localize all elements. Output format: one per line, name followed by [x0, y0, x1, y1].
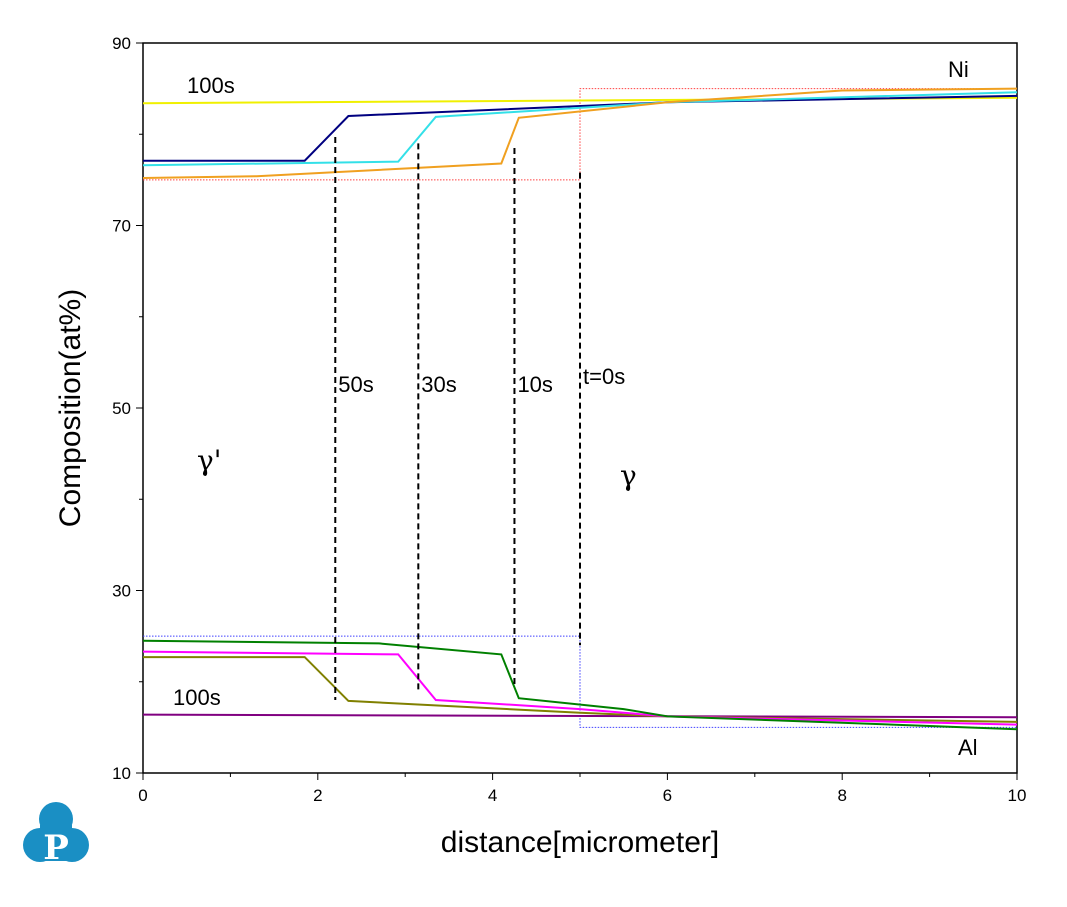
label-ni-100s: 100s [187, 73, 235, 98]
interface-label: t=0s [583, 364, 625, 389]
y-axis-label: Composition(at%) [54, 289, 87, 527]
y-tick-label: 70 [112, 217, 131, 236]
label-al: Al [958, 735, 978, 760]
series-line-al-100s [142, 713, 1018, 719]
x-tick-label: 8 [837, 786, 846, 805]
label-gamma-prime: γ' [197, 444, 221, 477]
x-tick-label: 10 [1008, 786, 1027, 805]
x-tick-label: 6 [663, 786, 672, 805]
interface-label: 10s [517, 372, 552, 397]
y-tick-label: 10 [112, 764, 131, 783]
interface-label: 50s [338, 372, 373, 397]
label-al-100s: 100s [173, 685, 221, 710]
y-tick-label: 30 [112, 582, 131, 601]
x-tick-label: 4 [488, 786, 497, 805]
x-axis-label: distance[micrometer] [441, 826, 719, 859]
y-tick-label: 50 [112, 399, 131, 418]
y-tick-label: 90 [112, 34, 131, 53]
series-line-ni-30s [142, 91, 1018, 167]
series-line-ni-50s [143, 94, 1018, 162]
series-line-ni-10s [142, 87, 1018, 179]
label-gamma: γ [620, 459, 637, 492]
x-tick-label: 2 [313, 786, 322, 805]
x-tick-label: 0 [138, 786, 147, 805]
logo: P [23, 802, 89, 868]
label-ni: Ni [948, 57, 969, 82]
logo-letter: P [43, 828, 69, 868]
interface-label: 30s [421, 372, 456, 397]
series-line-al-10s [142, 639, 1018, 731]
